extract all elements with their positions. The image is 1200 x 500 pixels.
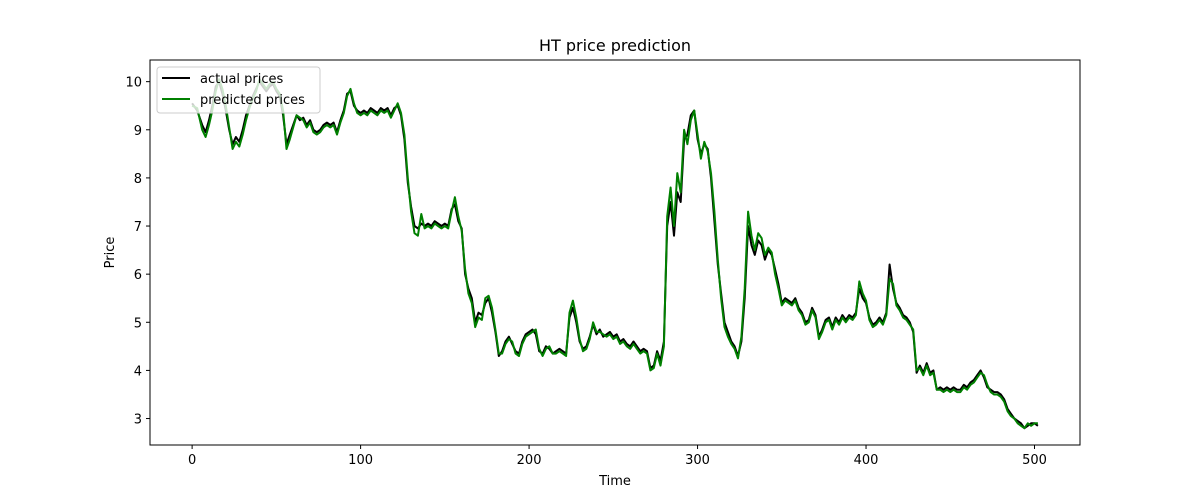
y-tick-label: 8 — [134, 172, 142, 187]
y-tick-label: 3 — [134, 413, 142, 428]
y-tick-label: 9 — [134, 124, 142, 139]
series-line-predicted — [191, 78, 1038, 430]
x-axis: 0 100 200 300 400 500 — [188, 445, 1047, 468]
x-axis-label: Time — [598, 474, 631, 489]
legend-box — [156, 66, 321, 114]
x-tick-label: 500 — [1022, 453, 1047, 468]
y-tick-label: 10 — [125, 76, 142, 91]
y-tick-label: 4 — [134, 364, 142, 379]
series-layer — [191, 78, 1039, 430]
y-axis-label: Price — [103, 237, 118, 269]
y-tick-label: 7 — [134, 220, 142, 235]
legend: actual prices predicted prices — [156, 66, 321, 114]
x-tick-label: 200 — [517, 453, 542, 468]
x-tick-label: 300 — [685, 453, 710, 468]
legend-label-actual: actual prices — [200, 72, 284, 87]
y-tick-label: 5 — [134, 316, 142, 331]
chart-title: HT price prediction — [539, 36, 691, 55]
plot-area-frame — [149, 59, 1081, 446]
x-tick-label: 400 — [854, 453, 879, 468]
y-axis: 3 4 5 6 7 8 9 10 — [125, 76, 150, 428]
legend-label-predicted: predicted prices — [200, 93, 305, 108]
x-tick-label: 0 — [188, 453, 196, 468]
y-tick-label: 6 — [134, 268, 142, 283]
x-tick-label: 100 — [348, 453, 373, 468]
